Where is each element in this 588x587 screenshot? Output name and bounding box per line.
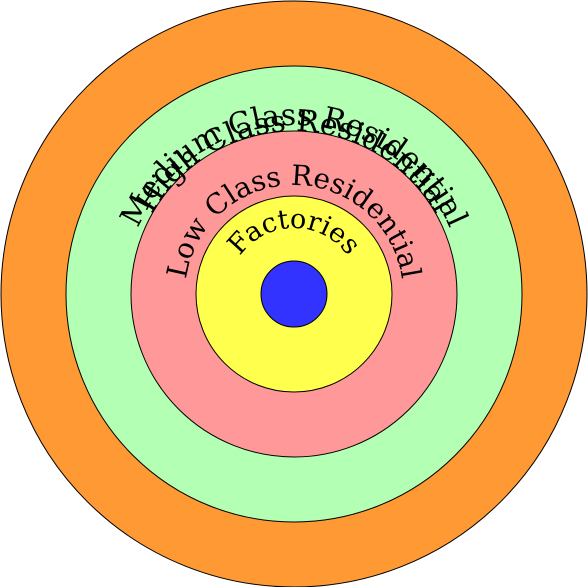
zone-center [260,260,328,328]
